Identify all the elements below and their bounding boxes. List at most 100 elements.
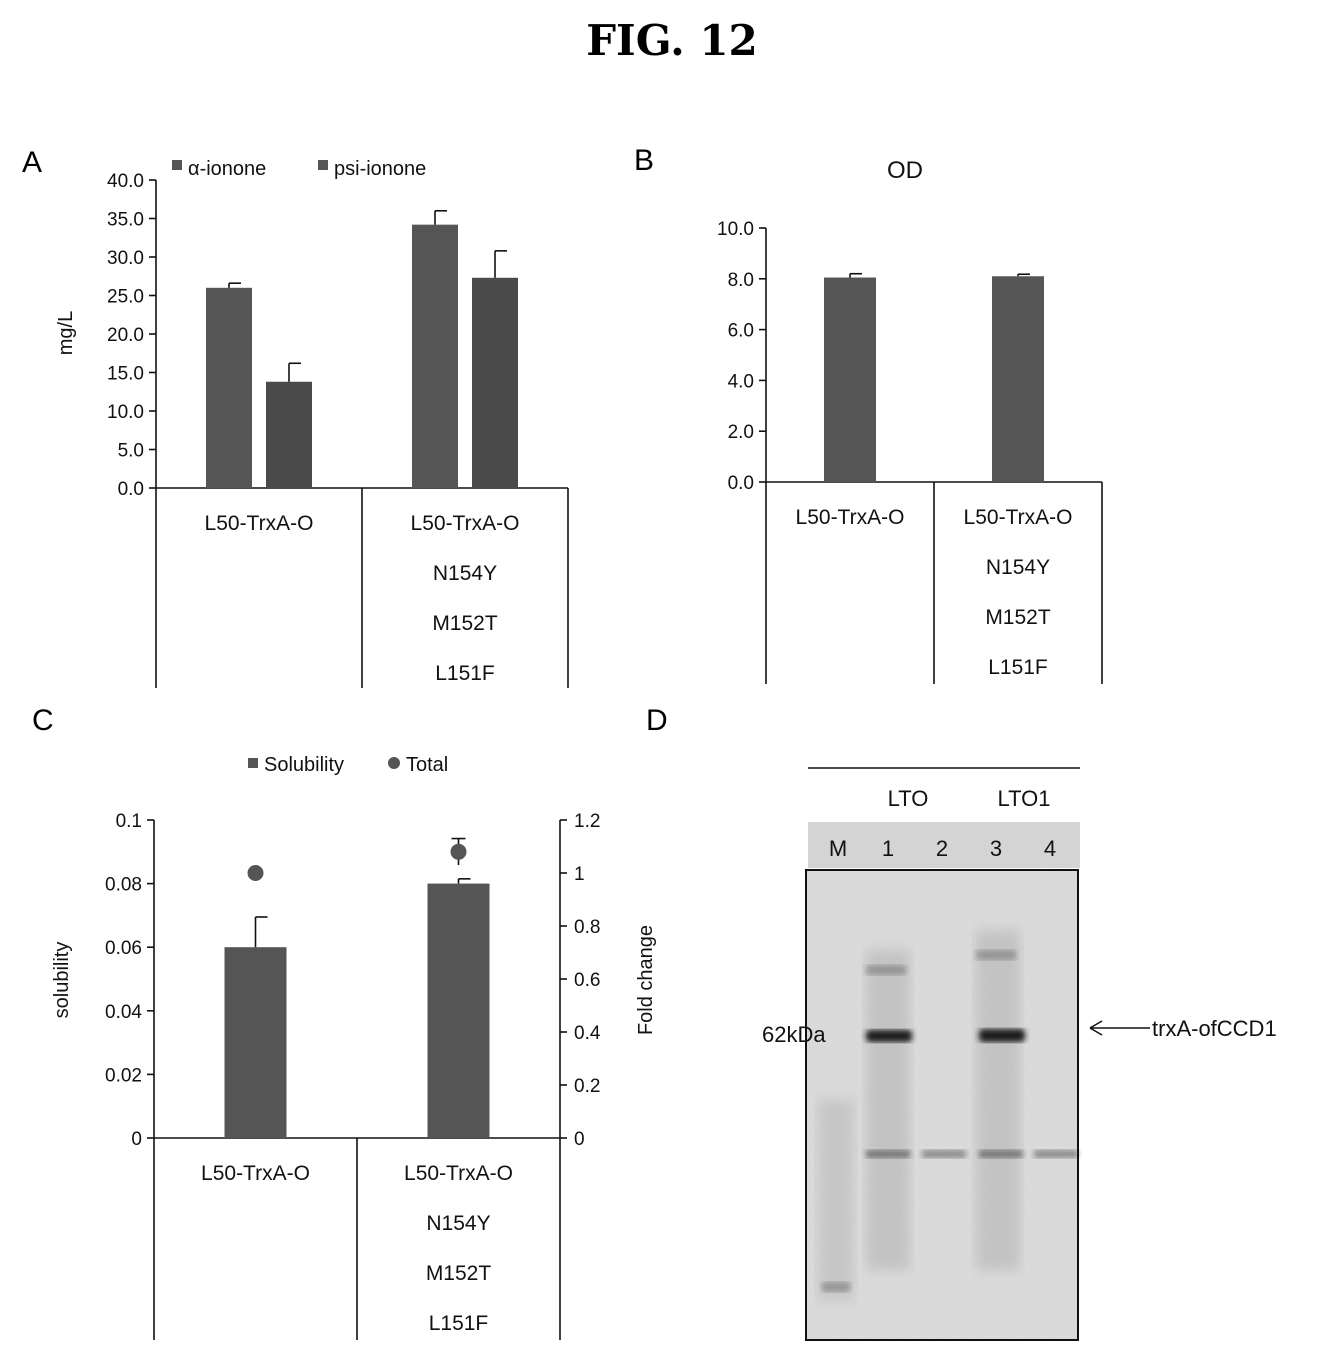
- y-tick-label: 2.0: [728, 422, 754, 443]
- y-tick-label: 25.0: [107, 287, 144, 308]
- y-tick-label: 10.0: [717, 219, 754, 240]
- y-tick-label-right: 0.2: [574, 1076, 600, 1097]
- panel-label-c: C: [32, 704, 54, 737]
- y-tick-label: 0.02: [105, 1065, 142, 1086]
- legend-swatch: [248, 758, 258, 768]
- band-lower: [979, 1150, 1023, 1158]
- band-arrow: [1089, 1020, 1150, 1036]
- bars: [154, 837, 560, 1139]
- y-tick-label-right: 0.8: [574, 917, 600, 938]
- lane-smear: [866, 950, 910, 1270]
- category-label: L151F: [435, 662, 495, 685]
- y-tick-label: 30.0: [107, 248, 144, 269]
- gel-lane-labels: M 1 2 3 4: [829, 836, 1056, 861]
- gel-group-label: LTO: [888, 786, 929, 811]
- panel-label-b: B: [634, 144, 654, 177]
- legend-marker: [388, 757, 400, 769]
- panel-b: B OD 0.02.04.06.08.010.0 L50-TrxA-O L50-T…: [634, 144, 1103, 684]
- category-label: L50-TrxA-O: [205, 512, 314, 535]
- legend-label: Solubility: [264, 754, 344, 776]
- legend-swatch: [172, 160, 182, 170]
- band-lane-1: [866, 1030, 912, 1042]
- marker-point: [247, 865, 264, 881]
- panel-a: A mg/L α-ionone psi-ionone 0.0 5.0 10.0 15.…: [22, 146, 569, 688]
- gel-bands: [822, 950, 1078, 1292]
- category-label: L151F: [429, 1312, 489, 1335]
- y-tick-label-right: 0: [574, 1129, 585, 1150]
- y-tick-label: 0.0: [118, 479, 144, 500]
- y-tick-label: 4.0: [728, 371, 754, 392]
- band-lane-3: [979, 1029, 1025, 1042]
- figure-title: FIG. 12: [586, 16, 758, 65]
- panel-c: C solubility Fold change Solubility Tota…: [32, 704, 657, 1340]
- marker-smear: [818, 1100, 854, 1300]
- category-label: L50-TrxA-O: [796, 506, 905, 529]
- category-label: M152T: [426, 1262, 492, 1285]
- y-axis-label: solubility: [51, 942, 73, 1019]
- y-tick-label: 0.06: [105, 938, 142, 959]
- gel-lane-label: M: [829, 836, 847, 861]
- bar: [824, 277, 876, 482]
- legend-label: Total: [406, 754, 448, 776]
- band-lower: [1034, 1150, 1078, 1158]
- category-label: M152T: [985, 606, 1051, 629]
- category-label: N154Y: [986, 556, 1050, 579]
- category-label: N154Y: [426, 1212, 490, 1235]
- band-label: trxA-ofCCD1: [1152, 1016, 1277, 1041]
- chart-title: OD: [887, 157, 923, 184]
- category-labels: L50-TrxA-O L50-TrxA-O N154Y M152T L151F: [155, 488, 569, 688]
- y-tick-label-right: 0.6: [574, 970, 600, 991]
- legend-swatch: [318, 160, 328, 170]
- y-axis: 0.0 2.0 4.0 6.0 8.0 10.0: [717, 219, 767, 494]
- bar: [224, 947, 287, 1138]
- panel-label-d: D: [646, 704, 668, 737]
- gel-lane-label: 4: [1044, 836, 1056, 861]
- y-axis-right-label: Fold change: [635, 925, 657, 1035]
- band-lower: [922, 1150, 966, 1158]
- panel-label-a: A: [22, 146, 42, 179]
- category-labels: L50-TrxA-O L50-TrxA-O N154Y M152T L151F: [765, 482, 1103, 684]
- bar: [427, 883, 490, 1138]
- legend: Solubility Total: [248, 754, 448, 776]
- bars: [156, 210, 568, 489]
- gel-lane-label: 2: [936, 836, 948, 861]
- gel-group-label: LTO1: [998, 786, 1051, 811]
- band-lower: [866, 1150, 910, 1158]
- gel-lane-header: [808, 822, 1080, 868]
- lane-smear: [976, 930, 1020, 1270]
- legend-label: psi-ionone: [334, 158, 426, 180]
- y-tick-label: 5.0: [118, 441, 144, 462]
- y-axis-label: mg/L: [55, 311, 77, 355]
- y-tick-label: 40.0: [107, 171, 144, 192]
- category-label: L50-TrxA-O: [404, 1162, 513, 1185]
- bar: [992, 276, 1044, 482]
- category-label: M152T: [432, 612, 498, 635]
- gel-lane-label: 3: [990, 836, 1002, 861]
- category-label: L50-TrxA-O: [201, 1162, 310, 1185]
- y-tick-label: 20.0: [107, 325, 144, 346]
- band-upper: [976, 950, 1016, 960]
- marker-band: [822, 1282, 850, 1292]
- bar: [206, 287, 252, 488]
- marker-point: [450, 843, 467, 860]
- bar: [266, 381, 312, 488]
- bar: [412, 224, 458, 488]
- category-label: N154Y: [433, 562, 497, 585]
- category-label: L50-TrxA-O: [964, 506, 1073, 529]
- gel-smears: [818, 930, 1020, 1300]
- gel-border: [805, 869, 1079, 1341]
- y-tick-label-right: 1.2: [574, 811, 600, 832]
- y-tick-label: 0.08: [105, 875, 142, 896]
- y-tick-label: 0: [131, 1129, 142, 1150]
- category-labels: L50-TrxA-O L50-TrxA-O N154Y M152T L151F: [153, 1138, 561, 1340]
- bars: [766, 272, 1102, 483]
- y-tick-label: 0.1: [116, 811, 142, 832]
- y-tick-label-right: 1: [574, 864, 585, 885]
- legend: α-ionone psi-ionone: [172, 158, 426, 180]
- y-tick-label-right: 0.4: [574, 1023, 601, 1044]
- y-tick-label: 0.0: [728, 473, 754, 494]
- y-axis: 0.0 5.0 10.0 15.0 20.0 25.0 30.0 35.0 40.0: [107, 171, 157, 500]
- y-tick-label: 6.0: [728, 321, 754, 342]
